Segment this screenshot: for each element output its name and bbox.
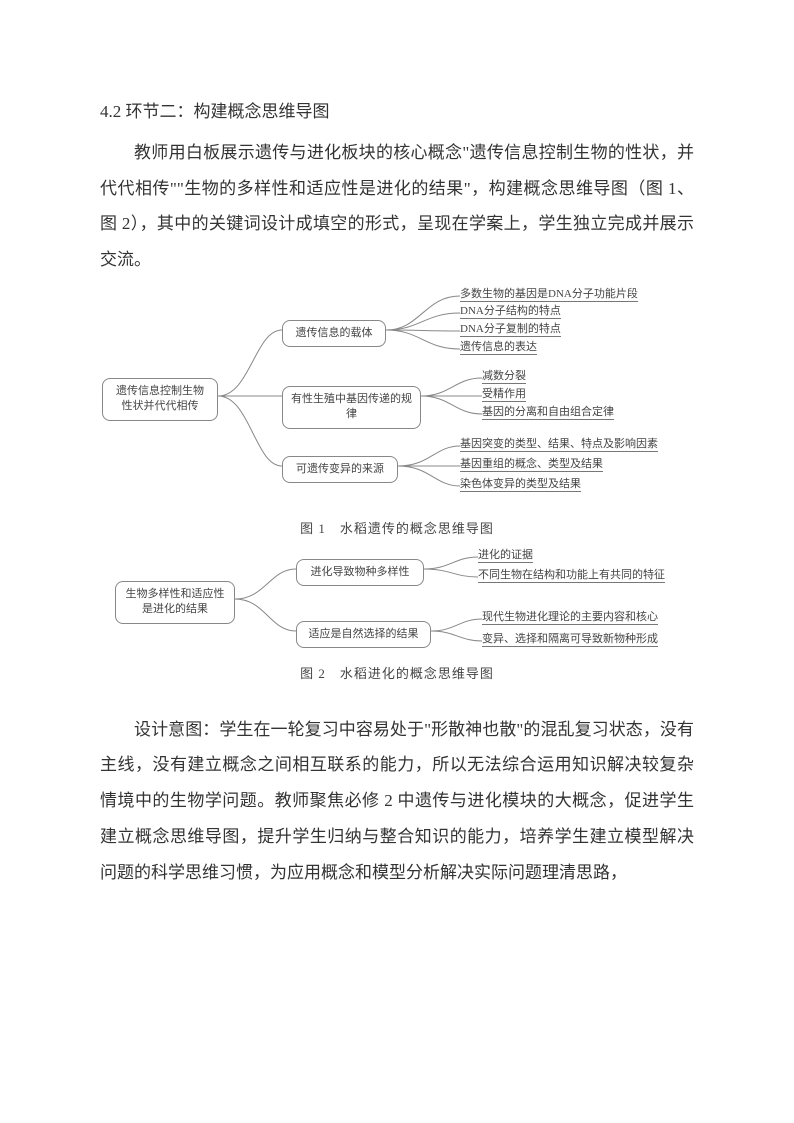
section-title: 4.2 环节二：构建概念思维导图 [100, 95, 694, 129]
map1-leaf: DNA分子结构的特点 [460, 304, 561, 319]
map1-leaf: 基因的分离和自由组合定律 [482, 405, 614, 420]
map2-branch-2: 适应是自然选择的结果 [296, 621, 431, 648]
map1-leaf: 染色体变异的类型及结果 [460, 477, 581, 492]
map1-leaf: 遗传信息的表达 [460, 340, 537, 355]
map1-leaf: DNA分子复制的特点 [460, 322, 561, 337]
map1-caption: 图 1 水稻遗传的概念思维导图 [100, 518, 694, 537]
map2-leaf: 不同生物在结构和功能上有共同的特征 [478, 568, 665, 583]
map1-leaf: 减数分裂 [482, 369, 526, 384]
intro-paragraph: 教师用白板展示遗传与进化板块的核心概念"遗传信息控制生物的性状，并代代相传""生… [100, 135, 694, 278]
design-intent-paragraph: 设计意图：学生在一轮复习中容易处于"形散神也散"的混乱复习状态，没有主线，没有建… [100, 712, 694, 890]
map1-branch-2: 有性生殖中基因传递的规律 [282, 386, 421, 429]
map1-branch-3: 可遗传变异的来源 [282, 456, 398, 483]
map2-leaf: 变异、选择和隔离可导致新物种形成 [482, 632, 658, 647]
map1-leaf: 多数生物的基因是DNA分子功能片段 [460, 287, 638, 302]
map1-branch-1: 遗传信息的载体 [282, 320, 386, 347]
map2-root: 生物多样性和适应性是进化的结果 [115, 581, 235, 624]
mindmap-2: 生物多样性和适应性是进化的结果 进化导致物种多样性 适应是自然选择的结果 进化的… [100, 545, 694, 682]
mindmap-1: 遗传信息控制生物性状并代代相传 遗传信息的载体 有性生殖中基因传递的规律 可遗传… [100, 288, 694, 537]
map1-leaf: 受精作用 [482, 387, 526, 402]
map1-leaf: 基因突变的类型、结果、特点及影响因素 [460, 437, 658, 452]
map1-root: 遗传信息控制生物性状并代代相传 [102, 378, 218, 421]
map2-caption: 图 2 水稻进化的概念思维导图 [100, 663, 694, 682]
map2-branch-1: 进化导致物种多样性 [296, 559, 424, 586]
map1-leaf: 基因重组的概念、类型及结果 [460, 457, 603, 472]
map2-leaf: 进化的证据 [478, 548, 533, 563]
map2-leaf: 现代生物进化理论的主要内容和核心 [482, 610, 658, 625]
